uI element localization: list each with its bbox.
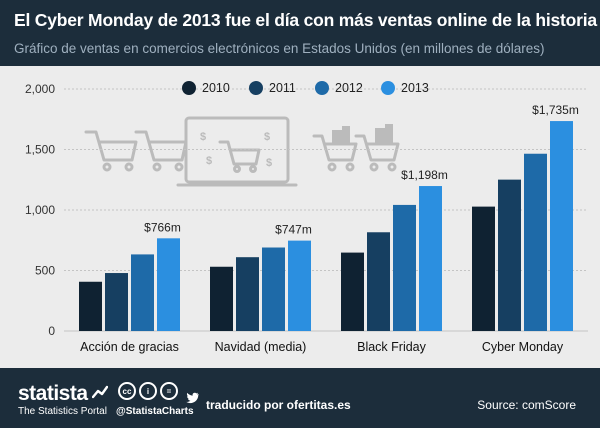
attribution-icon: i	[139, 382, 157, 400]
bar	[157, 238, 180, 331]
bar	[524, 153, 547, 331]
svg-text:$: $	[266, 157, 272, 169]
data-labels: $766m $747m $1,198m $1,735m	[144, 103, 579, 237]
statista-logo[interactable]: statista	[18, 382, 88, 405]
x-tick-label: Cyber Monday	[482, 340, 564, 354]
no-derivatives-icon: =	[160, 382, 178, 400]
statista-tagline: The Statistics Portal	[18, 406, 107, 417]
legend-swatch	[381, 81, 395, 95]
y-tick-label: 0	[48, 324, 55, 338]
shopping-cart-icon	[84, 130, 138, 172]
legend-label: 2010	[202, 81, 230, 95]
bar	[498, 179, 521, 331]
legend: 2010 2011 2012 2013	[182, 81, 429, 95]
bar	[210, 266, 233, 331]
bar	[288, 240, 311, 331]
legend-label: 2013	[401, 81, 429, 95]
data-label: $1,198m	[401, 168, 448, 182]
shopping-cart-icon	[134, 130, 188, 172]
x-tick-label: Acción de gracias	[80, 340, 179, 354]
legend-label: 2011	[269, 81, 296, 95]
bar	[341, 252, 364, 331]
dollar-sign-icon: $ $$ $	[200, 131, 272, 169]
chart-title: El Cyber Monday de 2013 fue el día con m…	[14, 10, 597, 30]
bar	[131, 254, 154, 331]
legend-swatch	[182, 81, 196, 95]
x-axis-ticks: Acción de gracias Navidad (media) Black Fr…	[80, 340, 564, 354]
creative-commons-icon: cc	[118, 382, 136, 400]
bar	[550, 121, 573, 331]
data-label: $747m	[275, 223, 312, 237]
license-icons: cc i =	[118, 382, 178, 402]
y-tick-label: 1,500	[25, 143, 55, 157]
laptop-icon	[176, 116, 298, 187]
statista-wave-icon	[92, 385, 108, 399]
chart-subtitle: Gráfico de ventas en comercios electróni…	[14, 41, 545, 56]
x-tick-label: Black Friday	[357, 340, 427, 354]
bar	[393, 204, 416, 331]
bar	[236, 257, 259, 331]
footer-bar: statista The Statistics Portal cc i = @S…	[0, 368, 600, 428]
twitter-handle[interactable]: @StatistaCharts	[116, 406, 194, 417]
bar	[419, 186, 442, 331]
bar	[367, 232, 390, 331]
legend-swatch	[315, 81, 329, 95]
bar	[105, 273, 128, 331]
svg-text:$: $	[264, 131, 270, 143]
bar	[262, 247, 285, 331]
data-label: $1,735m	[532, 103, 579, 117]
y-tick-label: 2,000	[25, 82, 55, 96]
bar	[79, 281, 102, 331]
shopping-bags-icon	[332, 124, 393, 144]
bar	[472, 206, 495, 331]
source-note: Source: comScore	[477, 398, 576, 412]
y-axis-ticks: 0 500 1,000 1,500 2,000	[25, 82, 55, 338]
svg-text:$: $	[200, 131, 206, 143]
bars	[79, 121, 573, 331]
legend-swatch	[249, 81, 263, 95]
shopping-cart-icon	[312, 134, 358, 172]
y-tick-label: 500	[35, 264, 55, 278]
data-label: $766m	[144, 220, 181, 234]
x-tick-label: Navidad (media)	[215, 340, 307, 354]
twitter-bird-icon	[186, 392, 199, 404]
header-bar: El Cyber Monday de 2013 fue el día con m…	[0, 0, 600, 66]
y-tick-label: 1,000	[25, 203, 55, 217]
translation-credit[interactable]: traducido por ofertitas.es	[206, 398, 351, 412]
legend-label: 2012	[335, 81, 363, 95]
svg-text:$: $	[206, 155, 212, 167]
shopping-illustration: $ $$ $	[84, 116, 400, 187]
